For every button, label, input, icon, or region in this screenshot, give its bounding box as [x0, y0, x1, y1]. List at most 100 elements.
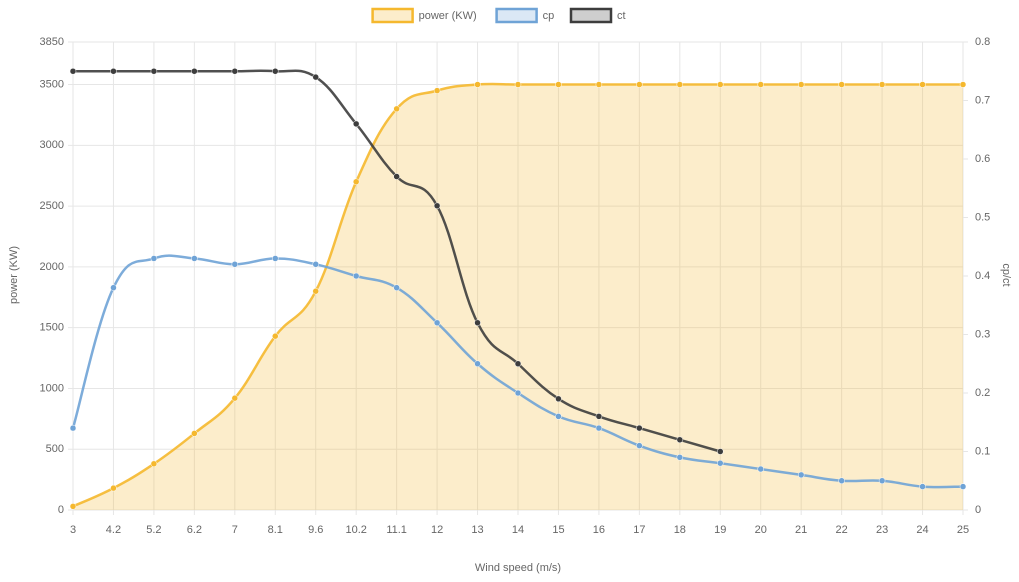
x-tick-label: 23	[876, 524, 888, 536]
x-tick-label: 9.6	[308, 524, 323, 536]
point	[797, 471, 805, 479]
point	[717, 448, 724, 455]
point	[636, 424, 643, 432]
x-tick-label: 14	[512, 524, 524, 536]
point	[312, 261, 319, 268]
y2-tick-label: 0.1	[975, 445, 990, 457]
point	[514, 389, 522, 397]
x-tick-label: 11.1	[386, 524, 407, 536]
point	[231, 261, 239, 268]
x-tick-label: 10.2	[345, 524, 366, 536]
y2-tick-label: 0.2	[975, 387, 990, 399]
y-tick-label: 1000	[40, 382, 64, 394]
area	[73, 84, 963, 511]
y2-axis-title: cp/ct	[1000, 263, 1012, 286]
point	[919, 81, 926, 88]
x-tick-label: 16	[593, 524, 605, 536]
x-tick-label: 19	[714, 524, 726, 536]
point	[878, 477, 886, 484]
point	[717, 81, 724, 88]
y-tick-label: 3000	[40, 139, 64, 151]
point	[595, 413, 603, 420]
point	[717, 459, 724, 467]
point	[272, 332, 279, 340]
point	[393, 105, 400, 113]
point	[474, 360, 481, 367]
point	[555, 81, 562, 88]
x-tick-label: 5.2	[146, 524, 161, 536]
y-tick-label: 500	[46, 443, 64, 455]
point	[959, 81, 967, 88]
x-axis-title: Wind speed (m/s)	[475, 562, 561, 574]
point	[191, 430, 198, 437]
point	[312, 73, 319, 81]
line	[72, 82, 963, 508]
x-tick-label: 20	[755, 524, 767, 536]
point	[110, 68, 117, 75]
x-tick-label: 4.2	[106, 524, 121, 536]
legend-label: ct	[617, 10, 626, 22]
legend-swatch	[371, 7, 414, 24]
y-axis-title: power (KW)	[8, 246, 20, 304]
point	[676, 436, 684, 444]
point	[838, 477, 845, 484]
point	[69, 503, 77, 510]
x-tick-label: 8.1	[268, 524, 283, 536]
point	[959, 483, 967, 490]
point	[433, 319, 441, 327]
y-tick-label: 3850	[40, 36, 64, 48]
point	[312, 287, 319, 295]
y2-tick-label: 0.4	[975, 270, 990, 282]
x-tick-label: 12	[431, 524, 443, 536]
point	[352, 272, 360, 280]
point	[514, 81, 522, 88]
y-tick-label: 2000	[40, 261, 64, 273]
y2-tick-label: 0	[975, 504, 981, 516]
point	[757, 465, 764, 473]
point	[474, 81, 481, 88]
point	[433, 202, 441, 210]
x-tick-label: 7	[232, 524, 238, 536]
point	[393, 284, 400, 291]
point	[676, 81, 684, 88]
line	[71, 254, 964, 489]
y2-tick-label: 0.3	[975, 328, 990, 340]
x-tick-label: 15	[552, 524, 564, 536]
point	[555, 395, 562, 403]
point	[352, 178, 360, 186]
point	[595, 424, 603, 432]
point	[514, 360, 522, 367]
point	[919, 483, 926, 490]
x-tick-label: 22	[836, 524, 848, 536]
point	[231, 394, 239, 402]
point	[474, 319, 481, 327]
legend-label: power (KW)	[419, 10, 477, 22]
point	[150, 460, 158, 468]
legend-swatch	[495, 7, 538, 24]
x-tick-label: 24	[916, 524, 928, 536]
x-tick-label: 21	[795, 524, 807, 536]
point	[433, 87, 441, 94]
point	[636, 81, 643, 88]
point	[352, 120, 360, 128]
y2-tick-label: 0.7	[975, 94, 990, 106]
point	[636, 442, 643, 449]
x-tick-label: 13	[471, 524, 483, 536]
point	[272, 255, 279, 262]
point	[69, 424, 77, 432]
point	[150, 68, 158, 75]
y-tick-label: 1500	[40, 322, 64, 334]
line	[73, 69, 721, 453]
y2-tick-label: 0.8	[975, 36, 990, 48]
point	[231, 68, 239, 75]
x-tick-label: 3	[70, 524, 76, 536]
point	[757, 81, 764, 88]
x-tick-label: 17	[633, 524, 645, 536]
point	[555, 413, 562, 420]
legend-swatch	[569, 7, 613, 24]
point	[838, 81, 845, 88]
y-tick-label: 0	[58, 504, 64, 516]
legend-label: cp	[543, 10, 555, 22]
point	[110, 284, 117, 291]
